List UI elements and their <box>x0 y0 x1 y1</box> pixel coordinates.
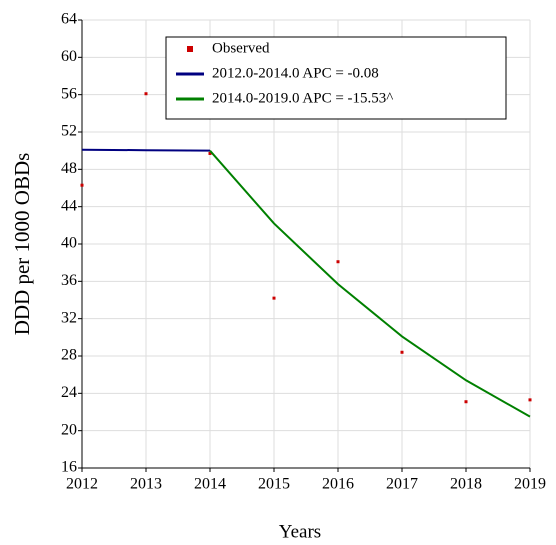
x-tick-label: 2014 <box>194 476 226 493</box>
legend-label: 2014.0-2019.0 APC = -15.53^ <box>212 90 393 106</box>
observed-point <box>528 398 532 402</box>
legend-box <box>165 36 507 120</box>
x-tick-label: 2012 <box>66 476 98 493</box>
legend-label: 2012.0-2014.0 APC = -0.08 <box>212 65 379 81</box>
observed-point <box>208 151 212 155</box>
observed-point <box>80 183 84 187</box>
legend-label: Observed <box>212 40 270 56</box>
x-tick-label: 2016 <box>322 476 354 493</box>
x-tick-label: 2019 <box>514 476 546 493</box>
x-tick-label: 2013 <box>130 476 162 493</box>
observed-point <box>144 92 148 96</box>
y-tick-label: 60 <box>61 48 77 65</box>
observed-point <box>336 260 340 264</box>
y-tick-label: 44 <box>61 197 77 214</box>
y-tick-label: 36 <box>61 272 77 289</box>
y-tick-label: 64 <box>61 11 77 28</box>
trend-line <box>209 150 531 418</box>
observed-point <box>464 400 468 404</box>
trend-line <box>81 148 211 152</box>
y-tick-label: 24 <box>61 384 77 401</box>
y-tick-label: 16 <box>61 459 77 476</box>
legend-swatch <box>187 46 193 52</box>
y-tick-label: 40 <box>61 235 77 252</box>
y-tick-label: 52 <box>61 123 77 140</box>
y-tick-label: 28 <box>61 347 77 364</box>
y-axis-label: DDD per 1000 OBDs <box>10 153 34 336</box>
y-tick-label: 20 <box>61 421 77 438</box>
observed-point <box>272 296 276 300</box>
y-tick-label: 32 <box>61 309 77 326</box>
y-tick-label: 56 <box>61 85 77 102</box>
observed-point <box>400 350 404 354</box>
x-axis-label: Years <box>279 521 321 542</box>
x-tick-label: 2018 <box>450 476 482 493</box>
x-tick-label: 2015 <box>258 476 290 493</box>
x-tick-label: 2017 <box>386 476 418 493</box>
y-tick-label: 48 <box>61 160 77 177</box>
